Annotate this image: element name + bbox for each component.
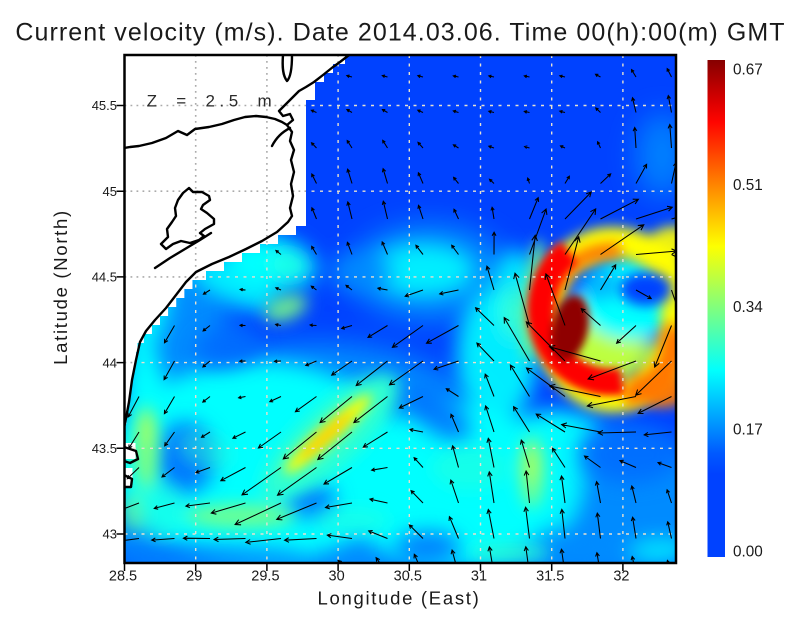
svg-text:Longitude (East): Longitude (East): [318, 588, 481, 609]
svg-text:Latitude (North): Latitude (North): [50, 209, 71, 365]
svg-text:31.5: 31.5: [536, 569, 564, 585]
svg-text:30.5: 30.5: [394, 569, 422, 585]
svg-text:44: 44: [103, 355, 117, 370]
svg-text:43: 43: [103, 527, 117, 542]
svg-text:45.5: 45.5: [92, 98, 117, 113]
svg-text:29: 29: [186, 569, 202, 585]
svg-text:Current velocity (m/s). Date 2: Current velocity (m/s). Date 2014.03.06.…: [15, 18, 785, 46]
svg-text:44.5: 44.5: [92, 270, 117, 285]
svg-text:0.67: 0.67: [733, 62, 763, 79]
svg-text:29.5: 29.5: [251, 569, 279, 585]
svg-text:0.34: 0.34: [733, 299, 763, 316]
svg-text:32: 32: [613, 569, 629, 585]
svg-text:0.00: 0.00: [733, 544, 763, 561]
svg-text:31: 31: [471, 569, 487, 585]
svg-text:Z = 2.5 m: Z = 2.5 m: [147, 92, 277, 111]
svg-text:0.51: 0.51: [733, 177, 763, 194]
svg-text:45: 45: [103, 184, 117, 199]
svg-text:28.5: 28.5: [109, 569, 137, 585]
svg-text:0.17: 0.17: [733, 421, 763, 438]
svg-text:43.5: 43.5: [92, 441, 117, 456]
svg-text:30: 30: [329, 569, 345, 585]
